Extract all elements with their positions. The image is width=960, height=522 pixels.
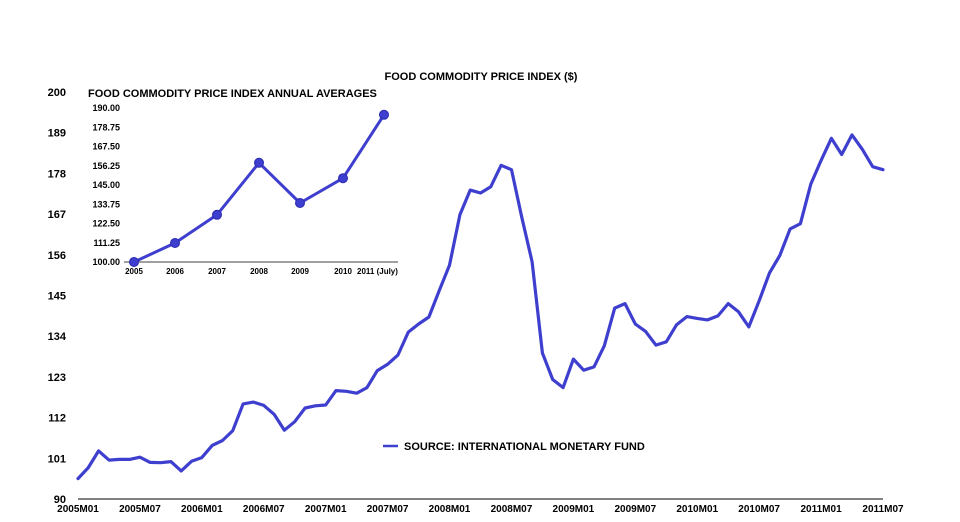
- y-tick-label: 101: [48, 453, 66, 465]
- y-tick-label: 156: [48, 250, 66, 262]
- x-tick-label: 2008M07: [491, 504, 533, 515]
- x-tick-label: 2011M07: [862, 504, 904, 515]
- inset-x-tick-label: 2011 (July): [357, 267, 398, 276]
- y-tick-label: 123: [48, 372, 66, 384]
- main-chart-title: FOOD COMMODITY PRICE INDEX ($): [385, 71, 578, 83]
- x-tick-label: 2009M07: [614, 504, 656, 515]
- inset-y-tick-label: 156.25: [92, 161, 120, 171]
- inset-data-point: [254, 157, 264, 168]
- x-tick-label: 2011M01: [800, 504, 842, 515]
- x-tick-label: 2007M01: [305, 504, 347, 515]
- inset-chart-title: FOOD COMMODITY PRICE INDEX ANNUAL AVERAG…: [88, 88, 377, 100]
- x-tick-label: 2008M01: [429, 504, 471, 515]
- y-tick-label: 112: [48, 413, 66, 425]
- y-tick-label: 145: [48, 291, 66, 303]
- legend-label: SOURCE: INTERNATIONAL MONETARY FUND: [404, 441, 645, 453]
- inset-x-tick-label: 2005: [125, 267, 143, 276]
- x-tick-label: 2009M01: [553, 504, 595, 515]
- inset-y-tick-label: 178.75: [92, 122, 120, 132]
- inset-y-tick-label: 145.00: [92, 180, 120, 190]
- series-line-food-commodity-index: [76, 133, 885, 481]
- x-tick-label: 2010M07: [738, 504, 780, 515]
- inset-y-tick-label: 133.75: [92, 199, 120, 209]
- y-tick-label: 178: [48, 168, 66, 180]
- y-tick-label: 189: [48, 128, 66, 140]
- inset-data-point: [379, 109, 389, 120]
- inset-y-tick-label: 111.25: [93, 238, 120, 248]
- inset-y-tick-label: 167.50: [92, 142, 120, 152]
- inset-x-tick-label: 2006: [166, 267, 184, 276]
- x-tick-label: 2010M01: [676, 504, 718, 515]
- inset-y-tick-label: 190.00: [92, 103, 120, 113]
- inset-data-point: [295, 198, 305, 208]
- y-tick-label: 200: [48, 87, 66, 99]
- inset-x-tick-label: 2010: [334, 267, 352, 276]
- y-tick-label: 134: [48, 331, 67, 343]
- inset-y-tick-label: 100.00: [92, 257, 120, 267]
- inset-data-point: [170, 238, 180, 248]
- x-tick-label: 2005M07: [119, 504, 161, 515]
- inset-y-tick-label: 122.50: [92, 219, 120, 229]
- inset-data-point: [338, 173, 348, 184]
- inset-x-tick-label: 2007: [208, 267, 226, 276]
- x-tick-label: 2005M01: [57, 504, 99, 515]
- y-tick-label: 90: [54, 494, 66, 506]
- inset-data-point: [212, 209, 222, 220]
- legend: SOURCE: INTERNATIONAL MONETARY FUND: [383, 441, 645, 453]
- y-tick-label: 167: [48, 209, 66, 221]
- x-tick-label: 2006M07: [243, 504, 285, 515]
- x-tick-label: 2006M01: [181, 504, 223, 515]
- x-tick-label: 2007M07: [367, 504, 409, 515]
- main-chart: 90 101 112 123 134 145 156 167 178 189 200 2005M01 2…: [48, 87, 904, 515]
- inset-chart: 100.00 111.25 122.50 133.75 145.00 156.25 167.…: [92, 103, 398, 276]
- inset-x-tick-label: 2008: [250, 267, 268, 276]
- inset-x-tick-label: 2009: [291, 267, 309, 276]
- inset-data-point: [129, 257, 139, 267]
